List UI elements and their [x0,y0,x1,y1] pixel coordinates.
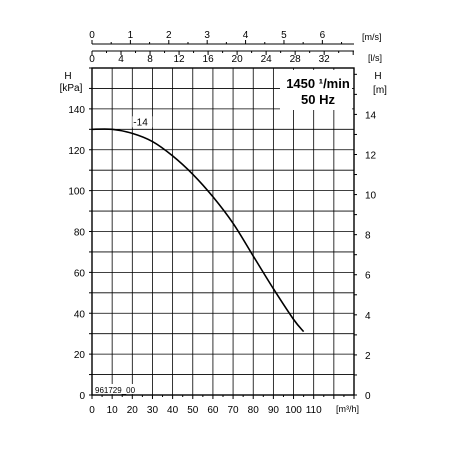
chart-grid [92,68,354,395]
velocity-tick-label: 5 [281,30,287,41]
velocity-tick-label: 1 [128,30,134,41]
left-tick-label: 140 [68,105,85,116]
info-box-frame [280,70,352,110]
left-tick-label: 80 [74,228,86,239]
top-flow-axis: 0 4 8 12 16 20 24 28 32 [l/s] [89,50,382,65]
frequency-label: 50 Hz [301,92,335,107]
right-tick-label: 10 [365,191,377,202]
bottom-tick-label: 30 [147,405,159,416]
top-velocity-axis: 0 1 2 3 4 5 6 [m/s] [89,30,382,45]
bottom-tick-label: 10 [107,405,119,416]
velocity-tick-label: 2 [166,30,172,41]
right-tick-label: 12 [365,150,377,161]
pump-curves: -14 [91,116,305,333]
flow-tick-label: 12 [174,54,186,65]
right-axis-unit: [m] [373,85,387,96]
bottom-tick-label: 60 [207,405,219,416]
flow-tick-label: 32 [319,54,331,65]
right-tick-label: 2 [365,351,371,362]
bottom-tick-label: 80 [248,405,260,416]
bottom-tick-label: 100 [285,405,302,416]
bottom-tick-label: 20 [127,405,139,416]
flow-tick-label: 16 [203,54,215,65]
flow-tick-label: 8 [147,54,153,65]
right-axis-title: H [374,71,381,82]
left-tick-label: 20 [74,350,86,361]
velocity-unit-label: [m/s] [362,32,382,42]
right-tick-label: 14 [365,110,377,121]
flow-tick-label: 4 [118,54,124,65]
speed-label: 1450 ¹/min [286,76,350,91]
velocity-axis-ticks: 0 1 2 3 4 5 6 [89,30,343,44]
pump-curve-line [91,128,305,333]
curve-label-background [132,116,153,128]
right-tick-label: 8 [365,231,371,242]
curve-label: -14 [133,117,148,128]
left-axis-title: H [64,71,71,82]
right-tick-label: 0 [365,391,371,402]
bottom-tick-label: 50 [187,405,199,416]
drawing-id-background [93,384,137,394]
bottom-tick-label: 90 [268,405,280,416]
right-axis-ticks: 0 2 4 6 8 10 12 14 [354,73,377,402]
flow-tick-label: 20 [232,54,244,65]
drawing-id-label: 961729_00 [95,386,136,395]
bottom-tick-label: 0 [89,405,95,416]
right-tick-label: 4 [365,311,371,322]
left-axis-unit: [kPa] [60,83,83,94]
velocity-tick-label: 6 [320,30,326,41]
velocity-tick-label: 4 [243,30,249,41]
left-tick-label: 40 [74,309,86,320]
speed-info-box: 1450 ¹/min 50 Hz [280,70,352,110]
bottom-axis-ticks: 0 10 20 30 40 50 60 70 80 90 100 110 [89,395,355,416]
left-tick-label: 60 [74,268,86,279]
flow-axis-ticks: 0 4 8 12 16 20 24 28 32 [89,51,354,65]
bottom-unit-label: [m³/h] [336,404,359,414]
flow-tick-label: 24 [261,54,273,65]
flow-tick-label: 0 [89,54,95,65]
bottom-tick-label: 110 [306,405,322,416]
left-tick-label: 120 [68,146,85,157]
velocity-tick-label: 0 [89,30,95,41]
velocity-tick-label: 3 [204,30,210,41]
left-tick-label: 100 [68,187,85,198]
right-tick-label: 6 [365,271,371,282]
flow-unit-label: [l/s] [368,53,382,63]
bottom-tick-label: 70 [228,405,240,416]
left-tick-label: 0 [79,391,85,402]
left-axis-ticks: 0 20 40 60 80 100 120 140 [68,67,92,402]
flow-tick-label: 28 [290,54,302,65]
bottom-tick-label: 40 [167,405,179,416]
